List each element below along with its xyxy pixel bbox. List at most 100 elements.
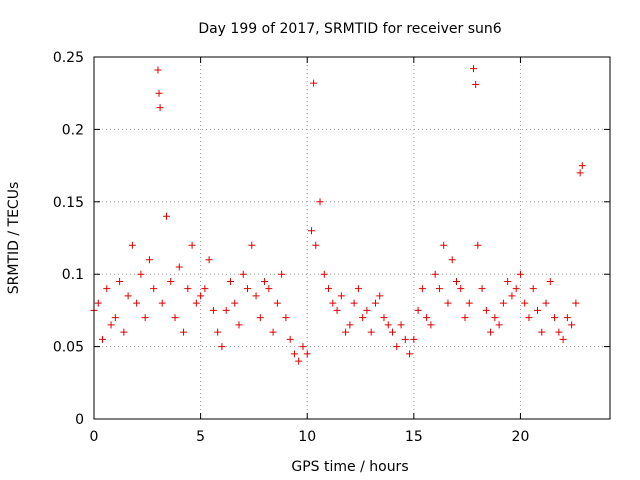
- data-point: [137, 270, 145, 278]
- data-point: [576, 169, 584, 177]
- data-point: [551, 314, 559, 322]
- chart-title: Day 199 of 2017, SRMTID for receiver sun…: [198, 21, 501, 37]
- data-point: [184, 285, 192, 293]
- data-point: [525, 314, 533, 322]
- data-point: [124, 292, 132, 300]
- data-point: [431, 270, 439, 278]
- data-point: [337, 292, 345, 300]
- data-point: [231, 299, 239, 307]
- x-tick-label: 5: [196, 429, 205, 445]
- data-point: [94, 299, 102, 307]
- data-point: [235, 321, 243, 329]
- data-point: [546, 277, 554, 285]
- data-point: [572, 299, 580, 307]
- data-point: [128, 241, 136, 249]
- data-point: [103, 285, 111, 293]
- data-point: [99, 335, 107, 343]
- data-point: [145, 256, 153, 264]
- data-point: [512, 285, 520, 293]
- data-point: [192, 299, 200, 307]
- data-point: [244, 285, 252, 293]
- data-point: [197, 292, 205, 300]
- data-point: [472, 81, 480, 89]
- data-point: [320, 270, 328, 278]
- tick-layer: 0 0.05 0.1 0.15 0.2 0.25 0 5 10 15 20: [53, 50, 610, 445]
- plot-frame: [93, 56, 611, 420]
- data-point: [150, 285, 158, 293]
- data-point: [273, 299, 281, 307]
- data-point: [205, 256, 213, 264]
- data-point: [423, 314, 431, 322]
- data-point: [167, 277, 175, 285]
- data-point: [214, 328, 222, 336]
- data-point: [286, 335, 294, 343]
- data-point: [310, 79, 318, 87]
- data-point: [406, 350, 414, 358]
- data-point: [401, 335, 409, 343]
- data-point: [397, 321, 405, 329]
- data-point: [363, 306, 371, 314]
- data-point: [529, 285, 537, 293]
- data-point: [141, 314, 149, 322]
- data-point: [154, 66, 162, 74]
- data-point: [504, 277, 512, 285]
- data-point: [226, 277, 234, 285]
- data-point: [333, 306, 341, 314]
- data-point: [120, 328, 128, 336]
- data-point: [440, 241, 448, 249]
- data-point: [171, 314, 179, 322]
- data-point: [478, 285, 486, 293]
- data-point: [116, 277, 124, 285]
- x-axis-label: GPS time / hours: [291, 459, 408, 475]
- data-point: [448, 256, 456, 264]
- data-point: [299, 343, 307, 351]
- data-point: [316, 198, 324, 206]
- data-point: [457, 285, 465, 293]
- data-point: [290, 350, 298, 358]
- data-point: [307, 227, 315, 235]
- data-point: [354, 285, 362, 293]
- data-point: [155, 89, 163, 97]
- data-point: [578, 162, 586, 170]
- data-point: [133, 299, 141, 307]
- x-tick-label: 15: [405, 429, 423, 445]
- y-axis-label: SRMTID / TECUs: [6, 182, 22, 295]
- data-point: [325, 285, 333, 293]
- x-tick-label: 20: [512, 429, 530, 445]
- data-point: [470, 65, 478, 73]
- grid-layer: [94, 57, 610, 419]
- data-point: [209, 306, 217, 314]
- data-point: [367, 328, 375, 336]
- data-point: [107, 321, 115, 329]
- data-point: [380, 314, 388, 322]
- data-point: [542, 299, 550, 307]
- data-point: [278, 270, 286, 278]
- data-point: [111, 314, 119, 322]
- data-point: [282, 314, 290, 322]
- y-tick-label: 0: [75, 412, 84, 428]
- data-point: [444, 299, 452, 307]
- data-point: [312, 241, 320, 249]
- data-point: [158, 299, 166, 307]
- data-point: [175, 263, 183, 271]
- data-point: [559, 335, 567, 343]
- data-point: [256, 314, 264, 322]
- data-point: [269, 328, 277, 336]
- data-point: [239, 270, 247, 278]
- data-point: [384, 321, 392, 329]
- data-point: [499, 299, 507, 307]
- data-point: [342, 328, 350, 336]
- data-point: [465, 299, 473, 307]
- data-point: [350, 299, 358, 307]
- data-point: [414, 306, 422, 314]
- y-tick-label: 0.25: [53, 50, 84, 66]
- data-point: [568, 321, 576, 329]
- data-point: [516, 270, 524, 278]
- data-point: [461, 314, 469, 322]
- data-point: [418, 285, 426, 293]
- data-point: [218, 343, 226, 351]
- data-point: [346, 321, 354, 329]
- data-point: [410, 335, 418, 343]
